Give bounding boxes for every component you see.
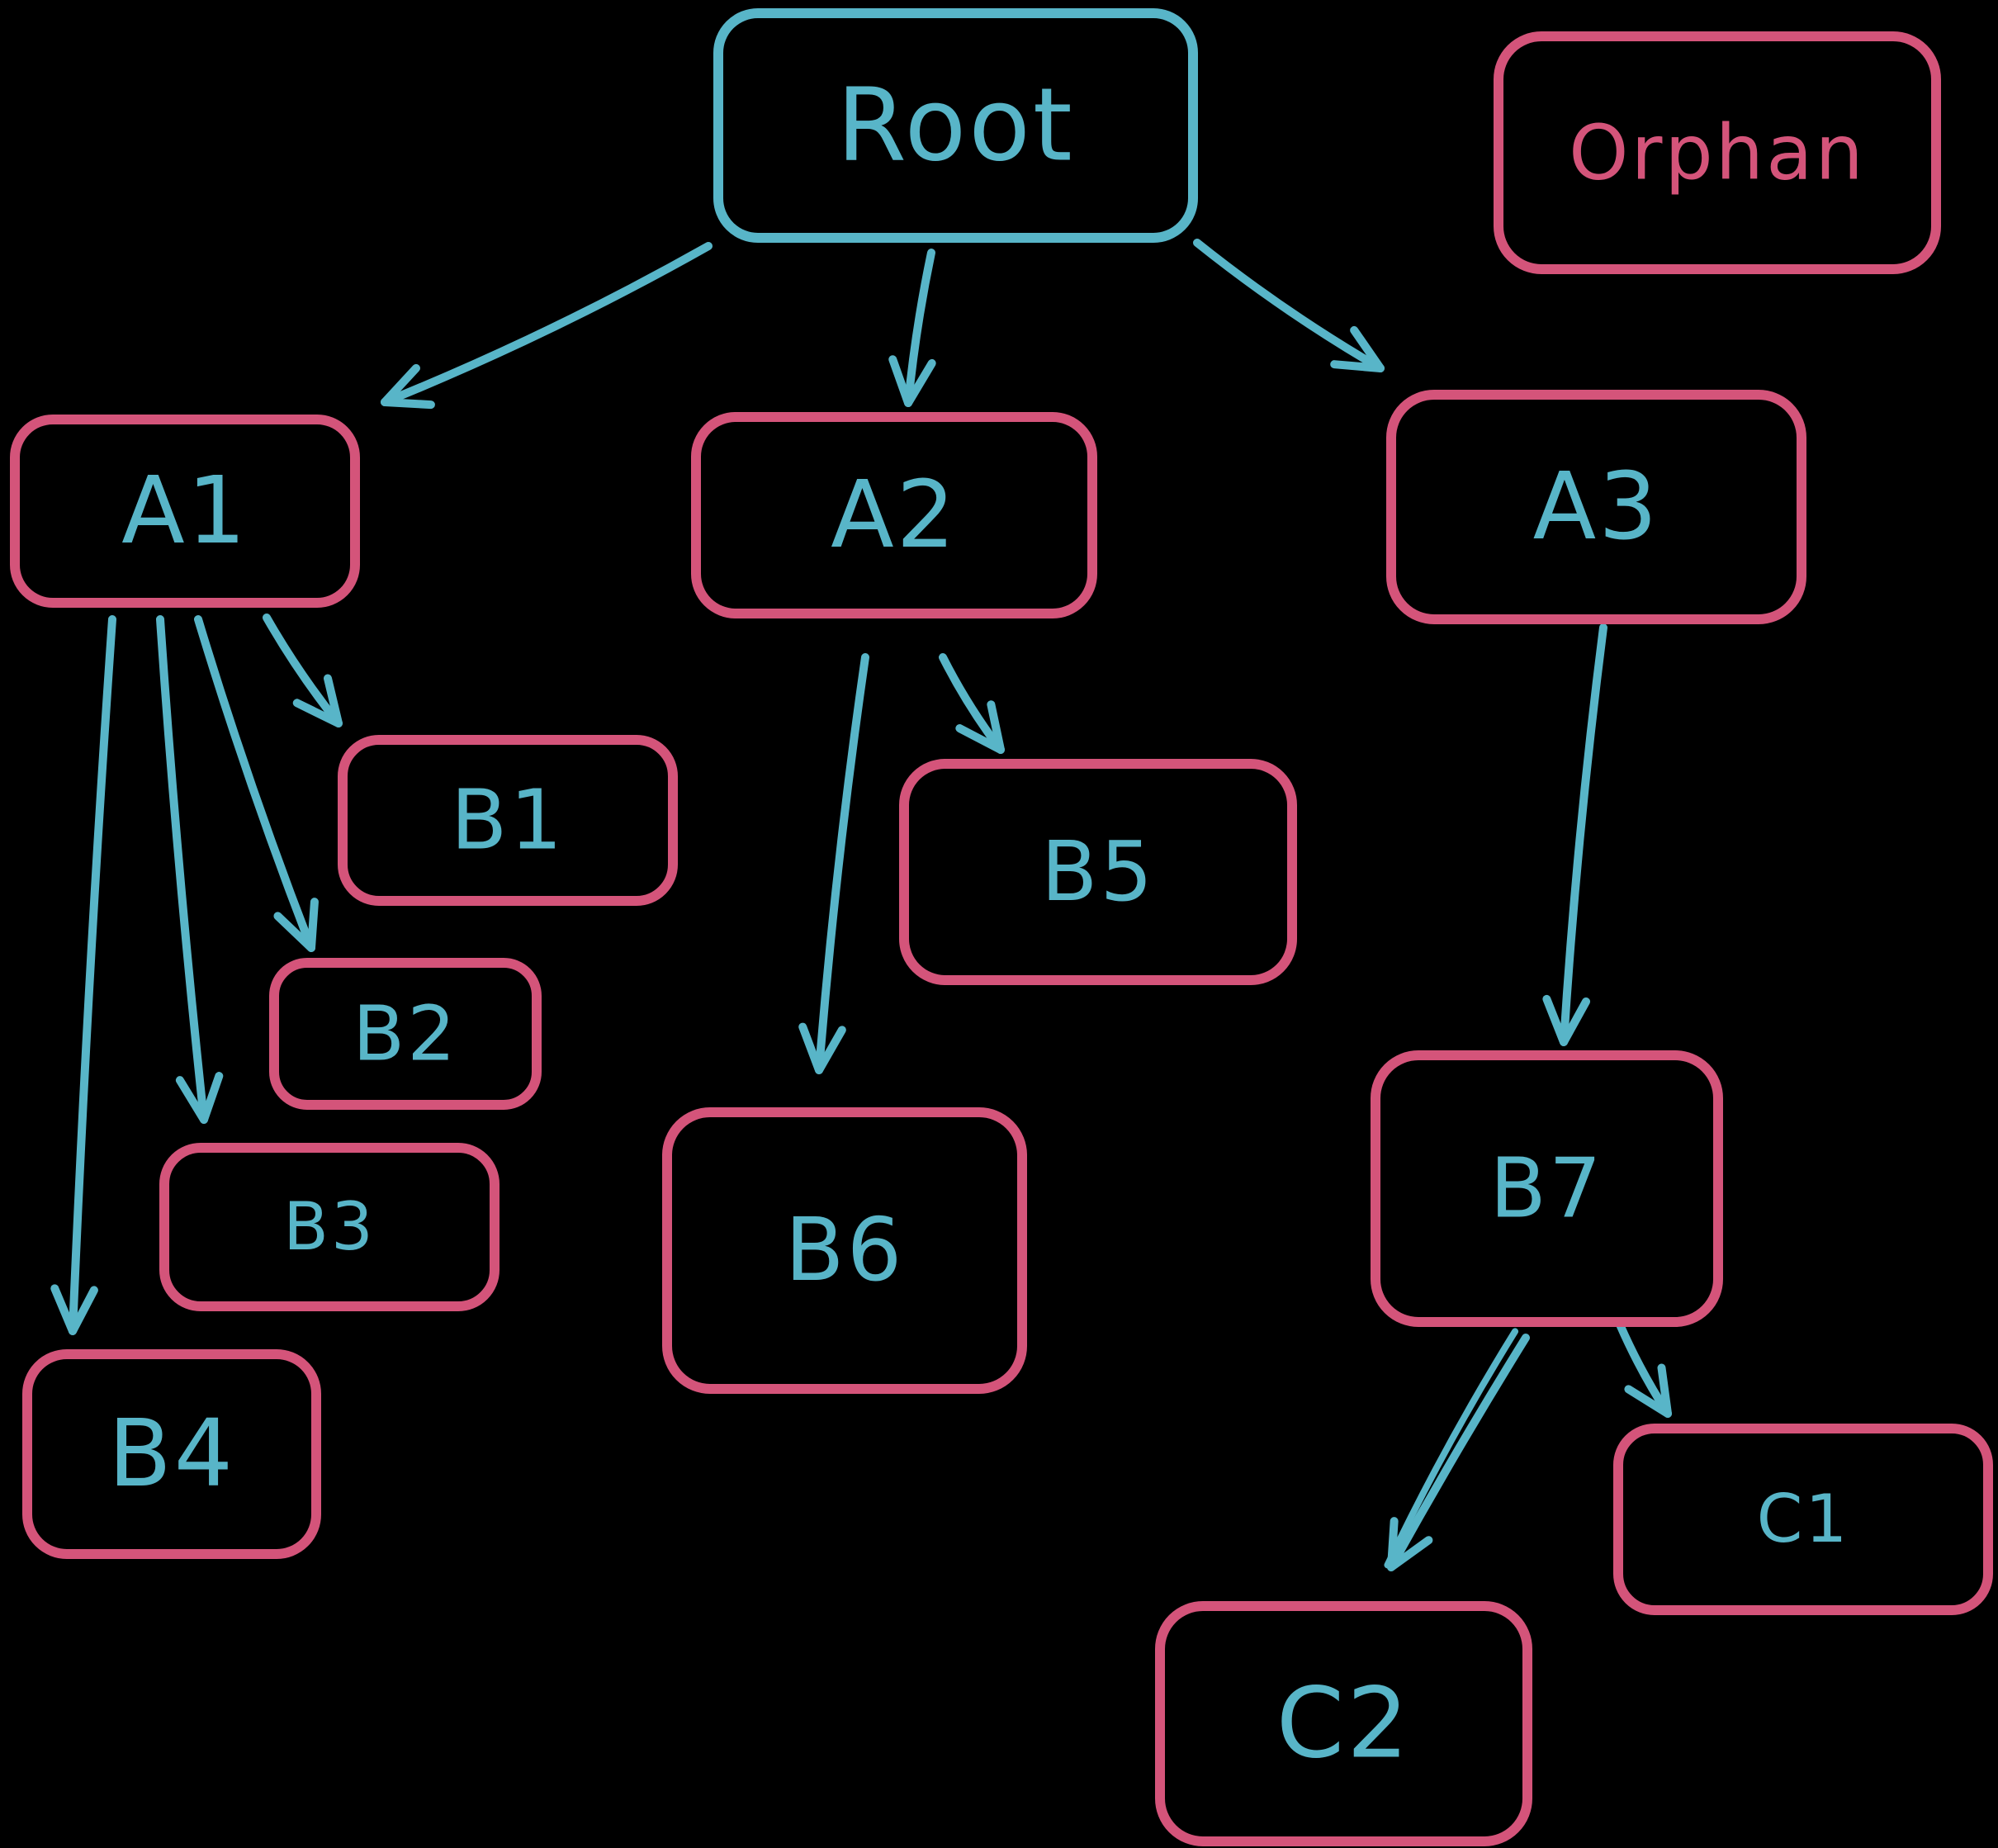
edge-a1-b2: [194, 615, 319, 952]
edge-line: [381, 242, 713, 406]
node-orphan: Orphan: [1494, 31, 1941, 274]
edge-root-a2: [888, 249, 936, 407]
edge-b7-c1: [1616, 1320, 1672, 1418]
node-box: [338, 735, 678, 906]
node-b2: B2: [269, 958, 542, 1110]
arrowhead-icon: [955, 700, 1005, 754]
node-box: [1386, 390, 1806, 624]
edge-line: [1616, 1320, 1672, 1418]
node-a1: A1: [10, 415, 360, 608]
node-label: B5: [1041, 823, 1155, 920]
edge-a1-b3: [156, 615, 224, 1124]
node-box: [1371, 1050, 1723, 1327]
edge-line: [1560, 623, 1607, 1046]
node-box: [691, 412, 1097, 618]
node-label: A1: [121, 457, 249, 565]
node-box: [662, 1107, 1027, 1394]
node-label: B3: [283, 1188, 376, 1265]
edge-line: [156, 615, 208, 1124]
node-box: [713, 8, 1198, 243]
node-a2: A2: [691, 412, 1097, 618]
node-label: B4: [108, 1400, 235, 1508]
edge-a2-b5: [939, 653, 1005, 754]
arrowhead-icon: [292, 674, 343, 727]
node-box: [899, 759, 1297, 985]
arrowhead-icon: [888, 355, 936, 407]
node-c1: C1: [1613, 1424, 1993, 1615]
node-label: B6: [785, 1200, 905, 1301]
edge-line: [1387, 1334, 1530, 1571]
edge-a3-b7: [1542, 623, 1607, 1046]
node-b5: B5: [899, 759, 1297, 985]
edge-line: [194, 615, 315, 952]
node-root: Root: [713, 8, 1198, 243]
arrowhead-icon: [381, 363, 435, 410]
node-box: [1613, 1424, 1993, 1615]
node-box: [1494, 31, 1941, 274]
node-b7: B7: [1371, 1050, 1723, 1327]
node-box: [269, 958, 542, 1110]
node-box: [10, 415, 360, 608]
node-label: A2: [831, 462, 958, 569]
node-box: [1155, 1601, 1532, 1846]
edge-double-line: [1384, 1328, 1519, 1569]
node-label: B1: [451, 772, 565, 869]
node-box: [159, 1143, 500, 1311]
edge-root-a1: [381, 242, 713, 410]
edge-a1-b1: [263, 614, 343, 727]
edge-a1-b4: [50, 615, 116, 1335]
node-label: B2: [353, 989, 458, 1078]
node-label: A3: [1533, 453, 1660, 561]
edge-a2-b6: [798, 653, 869, 1074]
node-label: B7: [1489, 1140, 1603, 1237]
edge-b7-c2: [1384, 1328, 1530, 1571]
node-a3: A3: [1386, 390, 1806, 624]
edge-line: [263, 614, 343, 727]
node-b3: B3: [159, 1143, 500, 1311]
arrowhead-icon: [273, 898, 319, 952]
arrowhead-icon: [798, 1022, 846, 1074]
edge-line: [815, 653, 869, 1074]
node-label: Root: [836, 66, 1074, 183]
node-b4: B4: [22, 1349, 321, 1559]
arrowhead-icon: [1387, 1517, 1433, 1571]
edge-root-a3: [1193, 239, 1385, 372]
node-b1: B1: [338, 735, 678, 906]
edge-line: [904, 249, 935, 407]
node-label: C1: [1757, 1481, 1850, 1557]
arrowhead-icon: [50, 1284, 98, 1335]
arrowhead-icon: [1624, 1363, 1672, 1418]
node-c2: C2: [1155, 1601, 1532, 1846]
node-b6: B6: [662, 1107, 1027, 1394]
edge-line: [939, 653, 1005, 754]
node-label: Orphan: [1569, 108, 1866, 197]
arrowhead-icon: [175, 1072, 224, 1124]
edge-line: [1193, 239, 1385, 372]
node-label: C2: [1276, 1666, 1411, 1780]
node-box: [22, 1349, 321, 1559]
arrowhead-icon: [1542, 994, 1591, 1046]
edge-line: [69, 615, 116, 1335]
arrowhead-icon: [1330, 325, 1385, 372]
